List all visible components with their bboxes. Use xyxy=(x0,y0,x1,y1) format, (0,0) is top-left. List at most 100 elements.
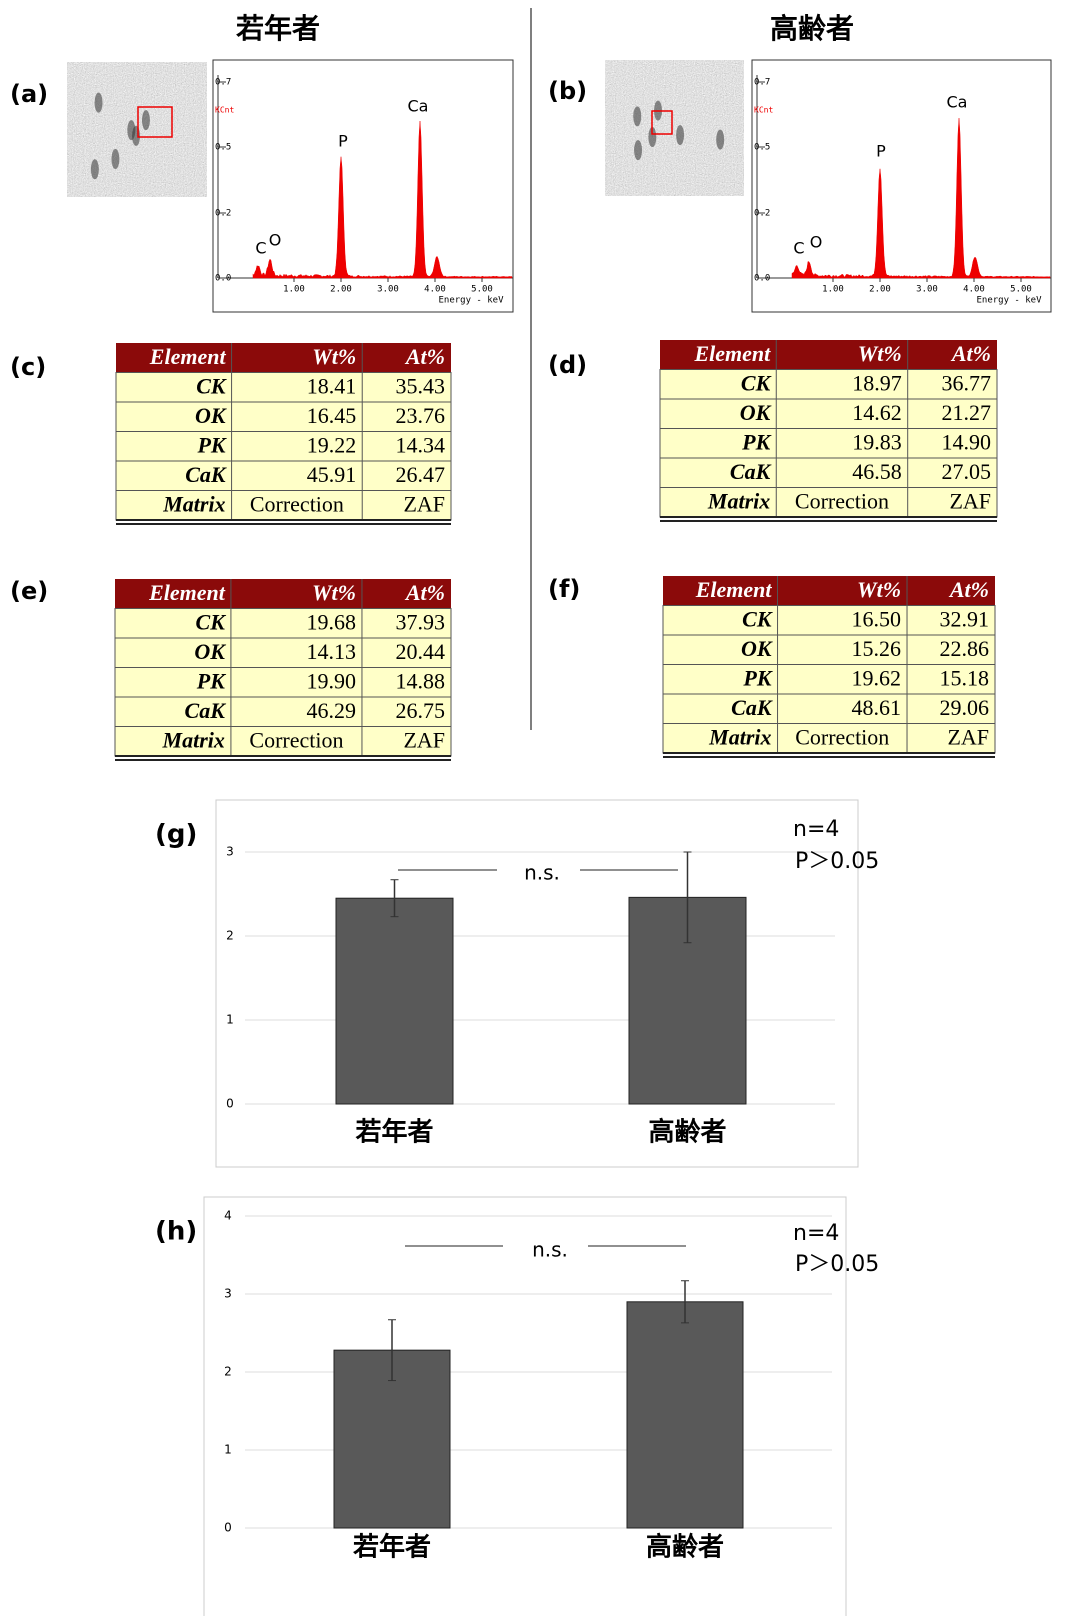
y-tick-label: 2 xyxy=(226,929,234,943)
sem-pore xyxy=(716,129,725,150)
table-cell: 21.27 xyxy=(942,400,992,425)
row-header: OK xyxy=(741,636,773,661)
peak-label: C xyxy=(255,239,266,258)
sem-pore xyxy=(111,149,120,170)
column-header: Wt% xyxy=(312,344,356,369)
column-header: Element xyxy=(148,580,226,605)
y-tick-label: 0 xyxy=(224,1521,232,1535)
table-cell: ZAF xyxy=(949,488,991,513)
row-header: CaK xyxy=(185,698,227,723)
table-cell: 19.90 xyxy=(306,668,356,693)
bar xyxy=(626,1301,744,1529)
x-tick-label: 若年者 xyxy=(353,1532,431,1563)
column-header: At% xyxy=(948,577,989,602)
panel-label: (a) xyxy=(10,80,48,108)
y-tick-label: 4 xyxy=(224,1209,232,1223)
spectrum-xtick: 4.00 xyxy=(424,285,446,295)
table-cell: Correction xyxy=(250,491,344,516)
panel-label: (h) xyxy=(155,1217,197,1247)
sem-pore xyxy=(94,92,103,113)
row-header: Matrix xyxy=(162,727,225,752)
table-cell: 46.58 xyxy=(852,459,902,484)
y-tick-label: 1 xyxy=(226,1013,234,1027)
row-header: Matrix xyxy=(162,491,225,516)
y-tick-label: 2 xyxy=(224,1365,232,1379)
table-cell: 35.43 xyxy=(396,373,446,398)
roi-box xyxy=(137,106,173,138)
spectrum-xtick: 1.00 xyxy=(822,285,844,295)
peak-label: O xyxy=(269,231,282,250)
row-header: CaK xyxy=(185,462,227,487)
row-header: PK xyxy=(196,432,226,457)
panel-label: (e) xyxy=(10,577,48,605)
table-cell: 32.91 xyxy=(940,606,990,631)
sem-pore xyxy=(676,125,685,146)
column-header: Element xyxy=(149,344,227,369)
panel-label: (g) xyxy=(155,820,197,850)
table-cell: Correction xyxy=(795,724,889,749)
spectrum-ylabel: KCnt xyxy=(215,106,234,115)
row-header: CaK xyxy=(731,695,773,720)
column-header: 高齢者 xyxy=(770,12,854,45)
panel-label: (f) xyxy=(548,575,580,603)
spectrum-xtick: 1.00 xyxy=(283,285,305,295)
spectrum-xlabel: Energy - keV xyxy=(976,296,1042,306)
annotation: n=4 xyxy=(793,817,839,842)
row-header: Matrix xyxy=(708,724,771,749)
peak-label: Ca xyxy=(408,97,429,116)
roi-box xyxy=(651,110,673,135)
bar xyxy=(335,897,454,1105)
column-header: At% xyxy=(404,344,445,369)
column-header: 若年者 xyxy=(236,12,320,45)
table-cell: 15.18 xyxy=(940,665,990,690)
y-tick-label: 1 xyxy=(224,1443,232,1457)
row-header: OK xyxy=(740,400,772,425)
row-header: CK xyxy=(742,606,773,631)
table-cell: 20.44 xyxy=(396,639,446,664)
table-cell: ZAF xyxy=(403,491,445,516)
spectrum-xtick: 2.00 xyxy=(869,285,891,295)
table-body xyxy=(114,608,452,757)
table-cell: 19.68 xyxy=(306,609,356,634)
column-header: Element xyxy=(693,341,771,366)
column-header: Wt% xyxy=(312,580,356,605)
spectrum-frame xyxy=(212,59,514,313)
spectrum-xtick: 5.00 xyxy=(1010,285,1032,295)
spectrum-xtick: 4.00 xyxy=(963,285,985,295)
peak-label: Ca xyxy=(947,93,968,112)
peak-label: O xyxy=(810,233,823,252)
table-cell: 26.47 xyxy=(396,462,446,487)
column-header: At% xyxy=(404,580,445,605)
table-body xyxy=(659,369,998,518)
table-body xyxy=(662,605,996,754)
table-cell: 14.62 xyxy=(852,400,902,425)
row-header: PK xyxy=(742,665,772,690)
row-header: CK xyxy=(196,373,227,398)
table-cell: 15.26 xyxy=(852,636,902,661)
table-cell: 46.29 xyxy=(306,698,356,723)
table-cell: 19.62 xyxy=(852,665,902,690)
row-header: OK xyxy=(194,639,226,664)
table-body xyxy=(115,372,452,521)
table-header xyxy=(115,579,451,609)
spectrum-xtick: 2.00 xyxy=(330,285,352,295)
row-header: PK xyxy=(741,429,771,454)
table-cell: 18.41 xyxy=(307,373,357,398)
table-cell: 19.83 xyxy=(852,429,902,454)
spectrum-xtick: 5.00 xyxy=(471,285,493,295)
table-cell: 48.61 xyxy=(852,695,902,720)
row-header: CK xyxy=(196,609,227,634)
table-cell: 36.77 xyxy=(942,370,992,395)
chart-frame xyxy=(215,799,859,1168)
peak-label: P xyxy=(876,142,886,161)
table-cell: ZAF xyxy=(403,727,445,752)
sem-pore xyxy=(633,106,642,127)
chart-frame xyxy=(203,1196,847,1616)
column-header: Wt% xyxy=(857,577,901,602)
table-cell: 18.97 xyxy=(852,370,902,395)
annotation: n.s. xyxy=(524,861,560,885)
annotation: P＞0.05 xyxy=(795,849,879,874)
annotation: P＞0.05 xyxy=(795,1252,879,1277)
table-header xyxy=(663,576,995,606)
